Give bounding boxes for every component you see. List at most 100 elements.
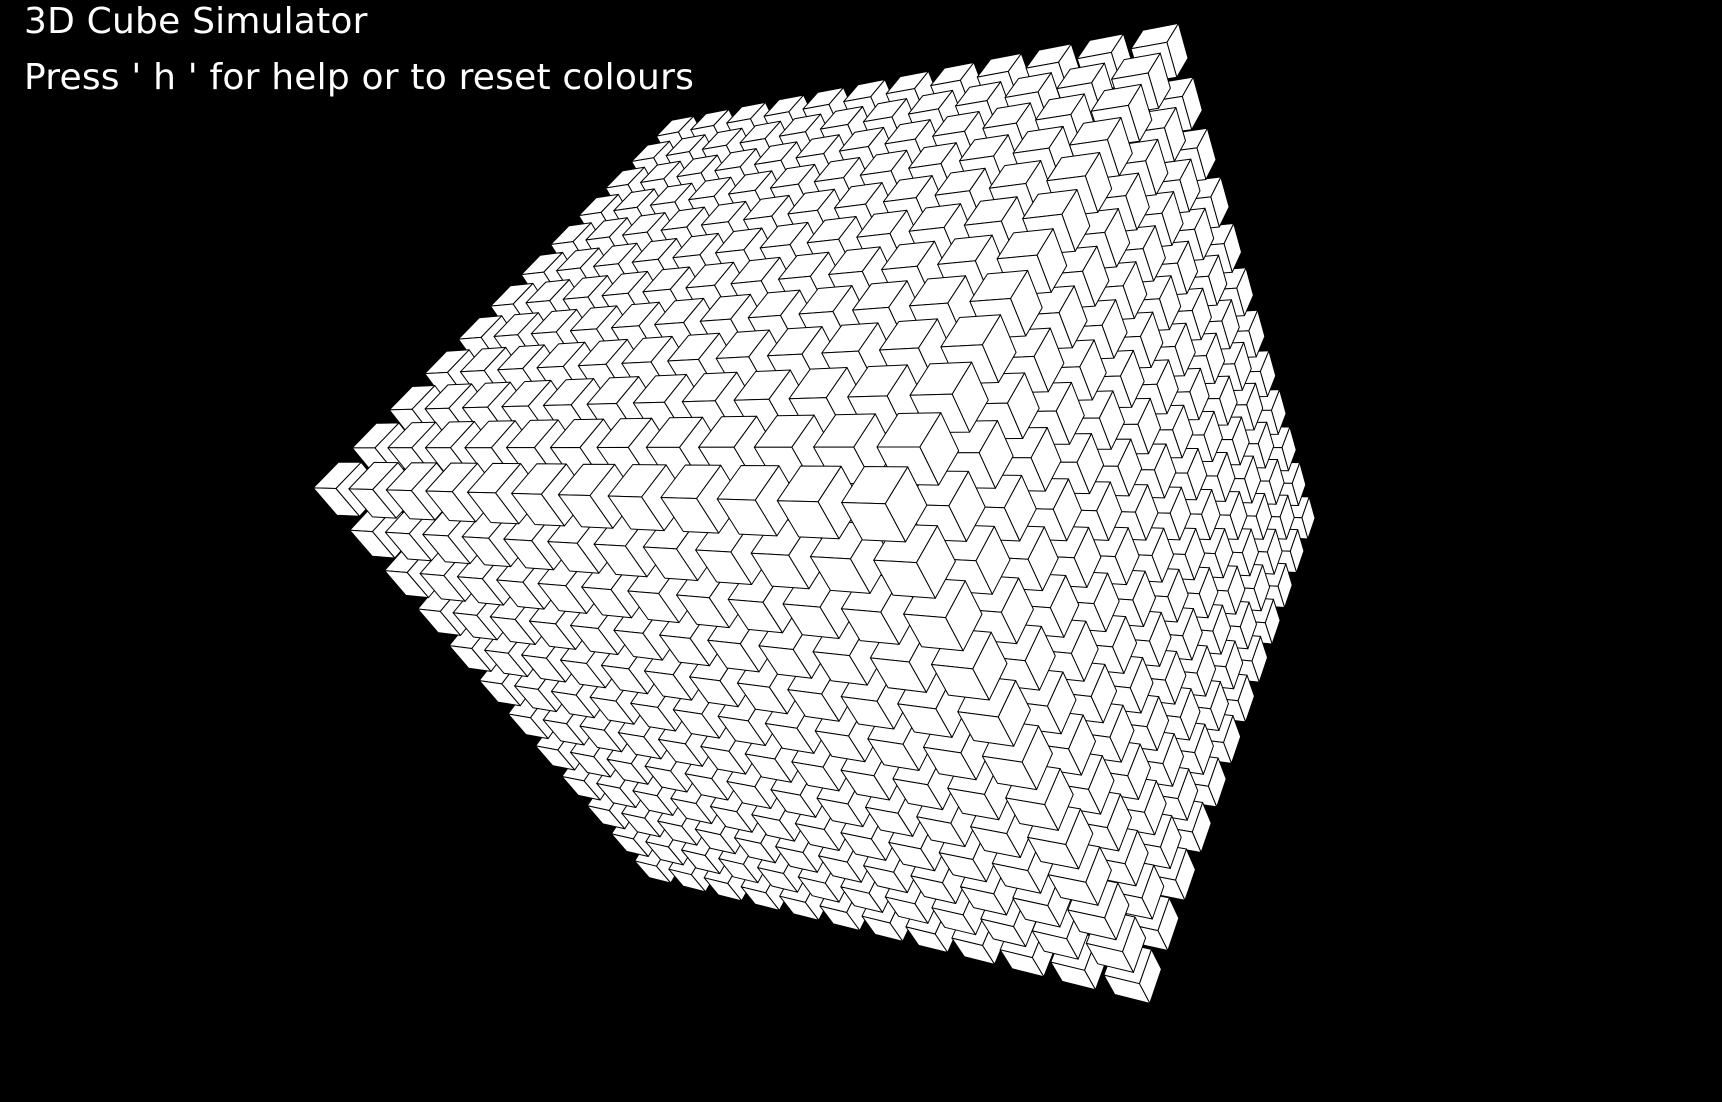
cubelet-face <box>467 491 520 525</box>
cubelet-face <box>775 846 818 873</box>
cubelet-face <box>634 860 672 884</box>
cubelet-face <box>514 685 557 713</box>
cubelet-face <box>884 896 929 924</box>
cubelet-face <box>750 552 810 590</box>
cubelet-face <box>980 918 1027 948</box>
cubelet-face <box>607 495 665 532</box>
cubelet-face <box>888 842 936 872</box>
cubelet-face <box>869 657 927 693</box>
cubelet-face <box>758 645 813 679</box>
cubelet-face <box>791 761 840 792</box>
cubelet-face <box>528 620 576 650</box>
cubelet-face <box>570 751 611 778</box>
cubelet-face <box>681 849 721 875</box>
cubelet-face <box>709 806 753 833</box>
cubelet-face <box>751 814 795 842</box>
cubelet-face <box>384 531 432 562</box>
cubelet-face <box>557 494 614 529</box>
cubelet-face <box>818 855 862 883</box>
cubelet-face <box>903 613 964 652</box>
cubelet-face <box>425 490 477 523</box>
cubelet-face <box>385 489 436 521</box>
cubelet-face <box>931 664 990 701</box>
cubelet-face <box>740 886 780 911</box>
cubelet-face <box>1027 836 1080 870</box>
cubelet-face <box>867 738 920 771</box>
cubelet-face <box>707 639 760 673</box>
cubelet-face <box>1103 974 1151 1004</box>
cubelet-face <box>657 820 698 846</box>
cubelets-group <box>312 22 1316 1004</box>
cubelet-face <box>676 594 730 629</box>
cubelet-face <box>812 651 868 686</box>
cubelet-face <box>644 765 688 793</box>
cubelet-face <box>689 676 739 708</box>
cubelet-face <box>794 823 840 851</box>
cubelet-face <box>718 858 759 884</box>
cubelet-face <box>717 715 766 746</box>
cubelet-face <box>348 488 397 519</box>
cubelet-face <box>782 603 840 639</box>
cubelet-face <box>384 570 429 599</box>
cubelet-face <box>489 616 536 645</box>
cubelet-face <box>586 805 626 830</box>
cubelet-face <box>684 773 729 801</box>
cubelet-face <box>617 732 662 760</box>
cubelet-face <box>484 649 528 678</box>
cubelet-face <box>999 949 1045 978</box>
cubelet-face <box>422 534 471 565</box>
cubelet-face <box>448 645 492 672</box>
cubelet-face <box>643 670 693 701</box>
cubelet-face <box>419 573 466 602</box>
cubelet-face <box>668 868 706 893</box>
cubelet-face <box>991 862 1042 894</box>
cubelet-face <box>873 559 936 599</box>
cubelet-face <box>660 497 720 534</box>
cubelet-face <box>478 680 521 707</box>
cubelet-face <box>863 865 908 894</box>
cubelet-face <box>814 730 866 763</box>
cubelet-face <box>632 790 674 816</box>
cubelet-face <box>981 755 1038 791</box>
cubelet-face <box>542 719 585 746</box>
cubelet-face <box>417 608 461 636</box>
cubelet-face <box>1005 797 1059 831</box>
cubelet-face <box>1031 930 1079 960</box>
cubelet-face <box>744 753 792 783</box>
cubelet-face <box>627 590 680 624</box>
cubelet-face <box>645 841 684 866</box>
cubelet-face <box>1047 874 1099 906</box>
cubelet-face <box>861 915 904 942</box>
cubelet-face <box>910 875 957 904</box>
cubelet-face <box>630 702 676 732</box>
cubelet-face <box>726 781 772 809</box>
cubelet-face <box>700 746 747 775</box>
cubelet-face <box>797 876 840 903</box>
cubelet-face <box>613 629 663 661</box>
cubelet-face <box>570 625 619 656</box>
cubelet-face <box>596 783 637 808</box>
cubelet-face <box>727 598 783 634</box>
cubelet-face <box>611 833 649 857</box>
cubelet-face <box>757 867 798 893</box>
cubelet-face <box>957 711 1015 747</box>
cubelet-face <box>816 797 864 828</box>
cubelet-face <box>672 709 720 739</box>
cubelet-face <box>809 556 871 594</box>
cubelet-face <box>521 654 566 683</box>
cubelet-face <box>547 541 600 574</box>
cubelet-face <box>938 852 987 883</box>
cubelet-face <box>642 546 699 581</box>
cubelet-face <box>1067 909 1117 941</box>
cubelet-face <box>496 579 545 610</box>
cubelet-face <box>736 682 788 715</box>
cubelet-face <box>779 895 820 921</box>
cubelet-face <box>503 538 555 571</box>
cubelet-face <box>452 612 498 641</box>
cubelet-face <box>947 787 1000 821</box>
cubelet-face <box>589 696 635 725</box>
cubelet-face <box>840 886 883 913</box>
cubelet-face <box>841 502 906 543</box>
